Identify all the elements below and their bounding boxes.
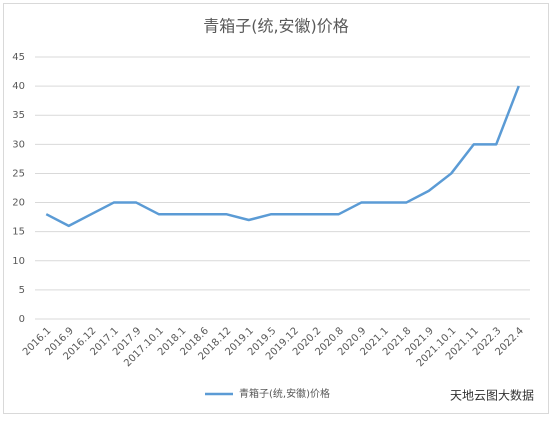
- legend-label: 青箱子(统,安徽)价格: [239, 387, 330, 400]
- watermark: 天地云图大数据: [450, 388, 534, 403]
- data-line: [45, 85, 520, 228]
- chart-title: 青箱子(统,安徽)价格: [203, 17, 349, 36]
- y-tick-label: 5: [19, 285, 25, 296]
- y-tick-label: 0: [19, 314, 25, 325]
- y-tick-label: 15: [12, 227, 25, 238]
- y-tick-label: 10: [12, 256, 25, 267]
- y-tick-label: 40: [12, 81, 25, 92]
- y-tick-label: 30: [12, 139, 25, 150]
- y-tick-label: 20: [12, 198, 25, 209]
- y-tick-label: 35: [12, 110, 25, 121]
- y-tick-label: 45: [12, 52, 25, 63]
- chart-border: [3, 3, 549, 414]
- y-tick-label: 25: [12, 168, 25, 179]
